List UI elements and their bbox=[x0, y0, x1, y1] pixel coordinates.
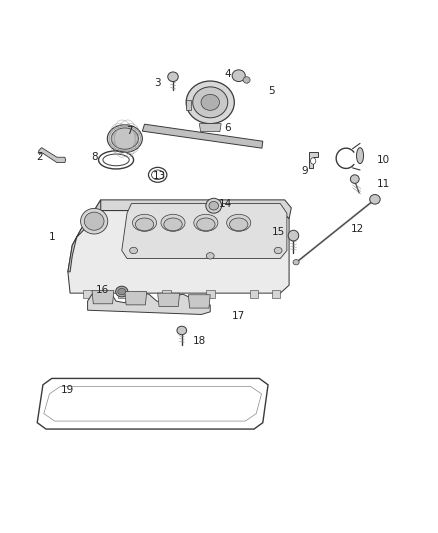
Text: 17: 17 bbox=[232, 311, 245, 320]
Ellipse shape bbox=[311, 158, 316, 164]
Ellipse shape bbox=[232, 70, 245, 82]
Ellipse shape bbox=[370, 195, 380, 204]
Text: 15: 15 bbox=[272, 227, 285, 237]
Ellipse shape bbox=[209, 201, 219, 210]
Polygon shape bbox=[94, 200, 291, 219]
Polygon shape bbox=[309, 152, 318, 168]
Text: 19: 19 bbox=[61, 385, 74, 395]
Ellipse shape bbox=[193, 87, 228, 118]
Text: 1: 1 bbox=[49, 232, 56, 242]
Ellipse shape bbox=[227, 214, 251, 231]
Polygon shape bbox=[122, 204, 287, 259]
Ellipse shape bbox=[116, 286, 128, 297]
Ellipse shape bbox=[186, 81, 234, 124]
Ellipse shape bbox=[111, 128, 138, 149]
Polygon shape bbox=[92, 290, 114, 304]
Polygon shape bbox=[142, 124, 263, 148]
Text: 5: 5 bbox=[268, 86, 275, 95]
Ellipse shape bbox=[161, 214, 185, 231]
Polygon shape bbox=[186, 100, 191, 110]
Ellipse shape bbox=[132, 214, 157, 231]
Polygon shape bbox=[68, 200, 101, 272]
Text: 3: 3 bbox=[154, 78, 161, 87]
Bar bbox=[118, 290, 127, 298]
Ellipse shape bbox=[177, 326, 187, 335]
Ellipse shape bbox=[194, 214, 218, 231]
Ellipse shape bbox=[230, 218, 248, 231]
Text: 14: 14 bbox=[219, 199, 232, 208]
Text: 4: 4 bbox=[224, 69, 231, 78]
Bar bbox=[272, 290, 280, 298]
Ellipse shape bbox=[274, 247, 282, 254]
Ellipse shape bbox=[130, 247, 138, 254]
Text: 7: 7 bbox=[126, 126, 133, 135]
Ellipse shape bbox=[81, 208, 108, 234]
Ellipse shape bbox=[288, 230, 299, 241]
Ellipse shape bbox=[350, 175, 359, 183]
Text: 10: 10 bbox=[377, 155, 390, 165]
Ellipse shape bbox=[118, 288, 126, 295]
Polygon shape bbox=[188, 295, 210, 308]
Polygon shape bbox=[125, 292, 147, 305]
Polygon shape bbox=[39, 148, 66, 163]
Text: 9: 9 bbox=[301, 166, 308, 175]
Ellipse shape bbox=[293, 260, 299, 265]
Bar bbox=[162, 290, 171, 298]
Ellipse shape bbox=[243, 77, 250, 83]
Text: 8: 8 bbox=[91, 152, 98, 162]
Ellipse shape bbox=[107, 125, 142, 152]
Bar bbox=[206, 290, 215, 298]
Ellipse shape bbox=[168, 72, 178, 82]
Ellipse shape bbox=[201, 94, 219, 110]
Bar bbox=[250, 290, 258, 298]
Polygon shape bbox=[199, 124, 221, 132]
Text: 11: 11 bbox=[377, 179, 390, 189]
Ellipse shape bbox=[164, 218, 182, 231]
Text: 16: 16 bbox=[96, 286, 110, 295]
Text: 12: 12 bbox=[350, 224, 364, 234]
Text: 2: 2 bbox=[36, 152, 43, 162]
Bar bbox=[83, 290, 92, 298]
Polygon shape bbox=[88, 292, 210, 314]
Ellipse shape bbox=[206, 253, 214, 259]
Ellipse shape bbox=[357, 148, 364, 164]
Text: 6: 6 bbox=[224, 123, 231, 133]
Ellipse shape bbox=[135, 218, 154, 231]
Polygon shape bbox=[158, 293, 180, 306]
Text: 13: 13 bbox=[153, 171, 166, 181]
Ellipse shape bbox=[84, 212, 104, 230]
Text: 18: 18 bbox=[193, 336, 206, 346]
Polygon shape bbox=[68, 211, 289, 293]
Ellipse shape bbox=[206, 198, 222, 213]
Ellipse shape bbox=[197, 218, 215, 231]
